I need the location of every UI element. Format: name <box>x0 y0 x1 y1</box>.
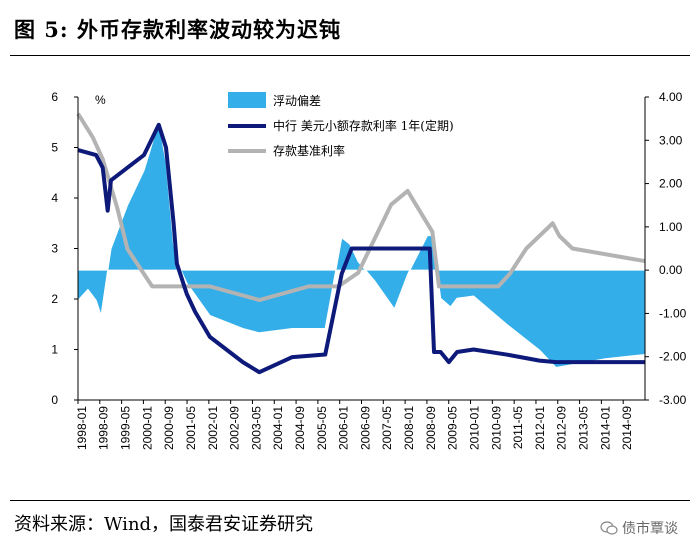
unit-label: % <box>95 93 106 107</box>
left-tick-label: 6 <box>51 90 58 104</box>
x-tick-label: 2009-05 <box>446 406 460 450</box>
x-tick-label: 2004-01 <box>271 406 285 450</box>
x-tick-label: 1998-09 <box>97 406 111 450</box>
right-tick-label: -2.00 <box>659 350 687 364</box>
x-tick-label: 2003-05 <box>249 406 263 450</box>
legend-label-base: 存款基准利率 <box>273 143 345 158</box>
x-tick-label: 2002-01 <box>206 406 220 450</box>
left-tick-label: 4 <box>51 191 58 205</box>
left-tick-label: 0 <box>51 393 58 407</box>
x-tick-label: 2006-01 <box>337 406 351 450</box>
x-tick-label: 2012-09 <box>555 406 569 450</box>
chart-title: 图 5: 外币存款利率波动较为迟钝 <box>14 17 341 42</box>
spread-edge <box>77 120 646 369</box>
x-tick-label: 2006-09 <box>358 406 372 450</box>
left-tick-label: 1 <box>51 343 58 357</box>
right-tick-label: 1.00 <box>659 220 683 234</box>
watermark: 债市覃谈 <box>600 518 678 538</box>
left-tick-label: 5 <box>51 141 58 155</box>
x-tick-label: 1999-05 <box>119 406 133 450</box>
right-tick-label: 4.00 <box>659 90 683 104</box>
right-tick-label: 2.00 <box>659 177 683 191</box>
right-tick-label: -1.00 <box>659 306 687 320</box>
wechat-icon <box>600 521 618 535</box>
x-tick-label: 2010-09 <box>489 406 503 450</box>
spread-area <box>78 120 645 368</box>
x-tick-label: 2012-01 <box>533 406 547 450</box>
right-tick-label: 3.00 <box>659 133 683 147</box>
base-rate-line <box>76 112 646 303</box>
legend-swatch-spread <box>228 92 266 108</box>
x-tick-label: 2014-01 <box>598 406 612 450</box>
x-tick-label: 2002-09 <box>228 406 242 450</box>
x-tick-label: 2011-05 <box>511 406 525 449</box>
x-tick-label: 2014-09 <box>620 406 634 450</box>
x-tick-label: 2010-01 <box>467 406 481 450</box>
x-tick-label: 2001-05 <box>184 406 198 450</box>
x-tick-label: 2008-09 <box>424 406 438 450</box>
source-note: 资料来源：Wind，国泰君安证券研究 <box>14 514 314 535</box>
left-tick-label: 2 <box>51 292 58 306</box>
chart: 0 1 2 3 4 5 6 % -3.00 -2.00 -1.00 0.00 1.00 2.00 3.00 4… <box>51 90 687 450</box>
x-tick-label: 2000-09 <box>162 406 176 450</box>
x-tick-label: 2005-05 <box>315 406 329 450</box>
watermark-text: 债市覃谈 <box>622 521 678 537</box>
right-tick-label: -3.00 <box>659 393 687 407</box>
x-tick-label: 2004-09 <box>293 406 307 450</box>
usd-rate-line <box>77 122 645 375</box>
title-rule <box>10 55 690 56</box>
x-tick-label: 2000-01 <box>140 406 154 450</box>
x-tick-label: 2007-05 <box>380 406 394 450</box>
source-rule <box>10 500 690 501</box>
x-tick-label: 2008-01 <box>402 406 416 450</box>
x-tick-label: 1998-01 <box>75 406 89 450</box>
legend-label-usd: 中行 美元小额存款利率 1年(定期) <box>273 118 454 133</box>
right-tick-label: 0.00 <box>659 263 683 277</box>
left-tick-label: 3 <box>51 242 58 256</box>
legend-label-spread: 浮动偏差 <box>273 93 321 108</box>
x-tick-label: 2013-05 <box>576 406 590 450</box>
